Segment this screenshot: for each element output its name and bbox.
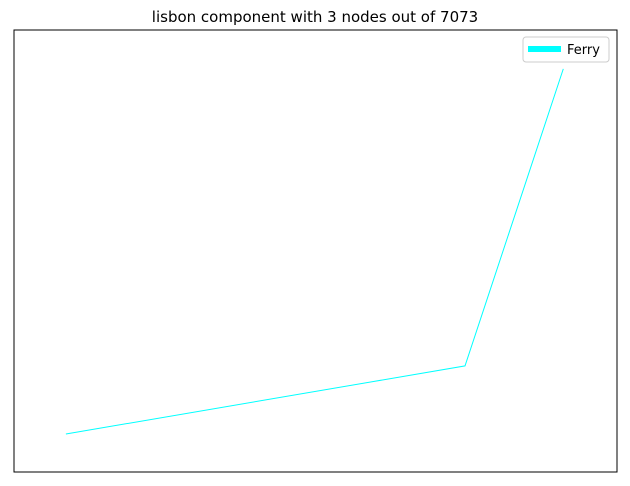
series-line-ferry — [65, 68, 564, 435]
legend-label-ferry: Ferry — [567, 43, 600, 58]
plot-area — [13, 29, 618, 473]
chart-title: lisbon component with 3 nodes out of 707… — [152, 8, 478, 26]
legend: Ferry — [522, 36, 610, 63]
series-layer — [65, 68, 564, 435]
legend-box — [522, 36, 610, 63]
